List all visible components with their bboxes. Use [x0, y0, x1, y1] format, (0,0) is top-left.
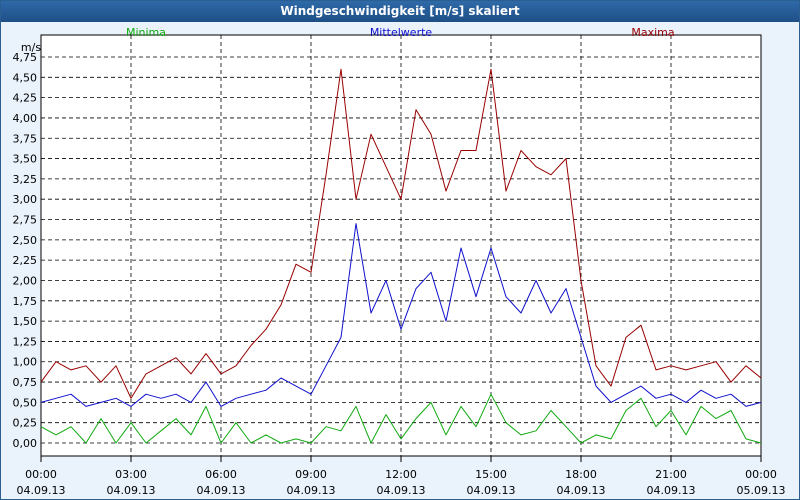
- y-tick-label: 2,75: [13, 214, 38, 227]
- y-tick-label: 1,25: [13, 335, 38, 348]
- x-tick-time: 00:00: [25, 468, 57, 481]
- y-tick-label: 4,00: [13, 112, 38, 125]
- x-tick-time: 03:00: [115, 468, 147, 481]
- y-axis-label: m/s: [21, 41, 41, 54]
- x-tick-date: 04.09.13: [17, 484, 66, 497]
- x-tick-date: 04.09.13: [287, 484, 336, 497]
- y-tick-label: 1,75: [13, 295, 38, 308]
- y-tick-label: 2,50: [13, 234, 38, 247]
- y-tick-label: 1,50: [13, 315, 38, 328]
- x-tick-date: 04.09.13: [467, 484, 516, 497]
- x-tick-time: 12:00: [385, 468, 417, 481]
- x-tick-time: 09:00: [295, 468, 327, 481]
- x-tick-date: 04.09.13: [557, 484, 606, 497]
- y-tick-label: 2,25: [13, 254, 38, 267]
- x-tick-date: 05.09.13: [737, 484, 786, 497]
- y-tick-label: 0,75: [13, 376, 38, 389]
- y-tick-label: 4,50: [13, 71, 38, 84]
- x-tick-date: 04.09.13: [377, 484, 426, 497]
- y-tick-label: 3,25: [13, 173, 38, 186]
- y-tick-label: 4,75: [13, 51, 38, 64]
- y-tick-label: 3,50: [13, 153, 38, 166]
- x-tick-time: 21:00: [655, 468, 687, 481]
- x-tick-date: 04.09.13: [197, 484, 246, 497]
- window-title: Windgeschwindigkeit [m/s] skaliert: [1, 1, 799, 22]
- x-tick-time: 15:00: [475, 468, 507, 481]
- y-tick-label: 2,00: [13, 274, 38, 287]
- legend-mittelwerte: Mittelwerte: [370, 26, 433, 39]
- y-tick-labels: 0,00 0,25 0,50 0,75 1,00 1,25 1,50 1,75 2,00 2,25…: [13, 51, 38, 450]
- x-tick-date: 04.09.13: [647, 484, 696, 497]
- y-tick-label: 4,25: [13, 92, 38, 105]
- x-tick-time: 18:00: [565, 468, 597, 481]
- y-tick-label: 1,00: [13, 356, 38, 369]
- chart-area: 0,00 0,25 0,50 0,75 1,00 1,25 1,50 1,75 2,00 2,25…: [13, 26, 786, 497]
- x-tick-time: 06:00: [205, 468, 237, 481]
- x-tick-date: 04.09.13: [107, 484, 156, 497]
- series-lines: [40, 68, 762, 444]
- y-tick-label: 3,00: [13, 193, 38, 206]
- maxima-line: [40, 68, 762, 399]
- y-tick-label: 3,75: [13, 132, 38, 145]
- y-tick-label: 0,25: [13, 417, 38, 430]
- x-tick-labels: 00:00 04.09.13 03:00 04.09.13 06:00 04.09.13 0…: [17, 468, 786, 497]
- y-tick-label: 0,50: [13, 396, 38, 409]
- mittelwerte-line: [40, 223, 762, 407]
- y-tick-label: 0,00: [13, 437, 38, 450]
- x-tick-time: 00:00: [745, 468, 777, 481]
- minima-line: [40, 393, 762, 444]
- legend-minima: Minima: [126, 26, 166, 39]
- legend-maxima: Maxima: [631, 26, 674, 39]
